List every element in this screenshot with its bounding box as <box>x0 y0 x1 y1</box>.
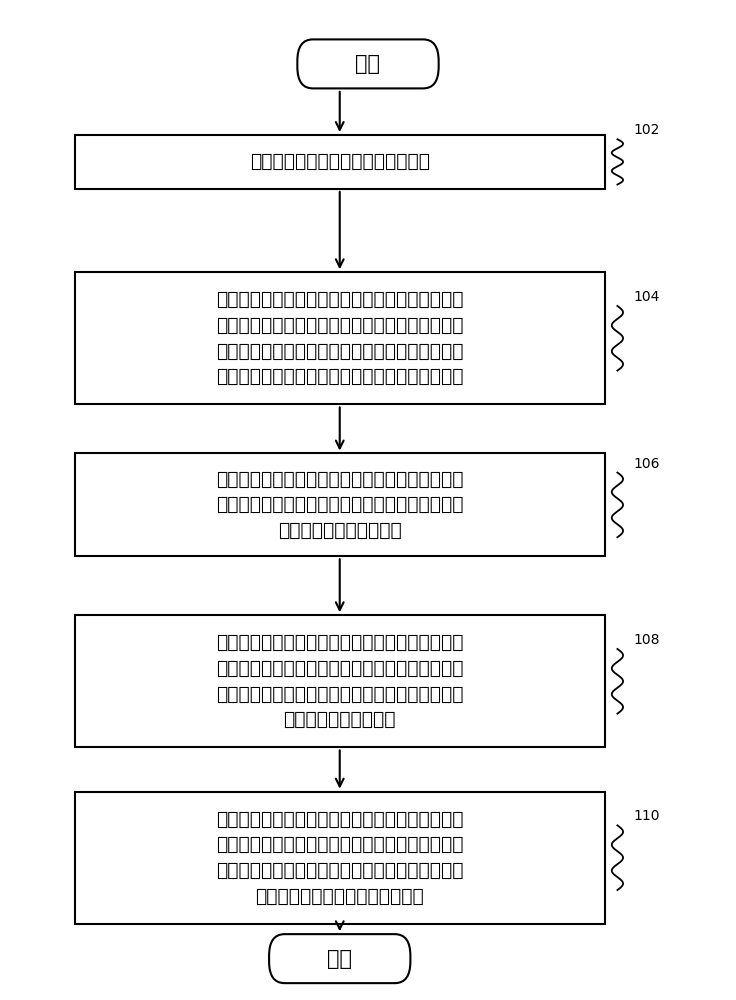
Bar <box>75 272 605 404</box>
Text: 检测电池输出的电流值是否发生变化: 检测电池输出的电流值是否发生变化 <box>250 152 430 171</box>
Text: 104: 104 <box>633 290 659 304</box>
Text: 106: 106 <box>633 457 659 471</box>
Text: 结束: 结束 <box>328 949 353 969</box>
Text: 110: 110 <box>633 809 659 823</box>
Text: 开始: 开始 <box>355 54 381 74</box>
Text: 确定所述电池输出的电流值未发生变化的时间段，
记录所述时间段的电压和电池电量，以所述时间段
的电压和电池电量确定一个直线函数关系，作为第
一函数，以根据所述第一: 确定所述电池输出的电流值未发生变化的时间段， 记录所述时间段的电压和电池电量，以… <box>216 290 464 386</box>
Bar <box>75 615 605 747</box>
Text: 102: 102 <box>633 123 659 137</box>
Text: 108: 108 <box>633 633 659 647</box>
FancyBboxPatch shape <box>269 934 411 983</box>
Text: 确定所述第一函数在所述电池输出的电流值未发生
变化的时间段的最低电量对应的第一电池电压，以
及确定所述第一电池电压对应于所述第一函数和所
述第二函数的电量差值: 确定所述第一函数在所述电池输出的电流值未发生 变化的时间段的最低电量对应的第一电… <box>216 633 464 729</box>
Text: 在检测到所述电池输出的电流值发生变化时，根据
变化后的电流值确定电压和电池电量的另一个直线
函数关系，作为第二函数: 在检测到所述电池输出的电流值发生变化时，根据 变化后的电流值确定电压和电池电量的… <box>216 470 464 540</box>
Bar <box>75 135 605 189</box>
Bar <box>75 792 605 924</box>
Text: 根据所述第一电池电压、所述第二函数和所述电量
差值确定电压和电池电量的再一个直线函数关系，
作为第三函数，以根据所述第三函数确定在所述电
池输出的电流值发生变化: 根据所述第一电池电压、所述第二函数和所述电量 差值确定电压和电池电量的再一个直线… <box>216 810 464 906</box>
FancyBboxPatch shape <box>297 39 439 88</box>
Bar <box>75 453 605 556</box>
